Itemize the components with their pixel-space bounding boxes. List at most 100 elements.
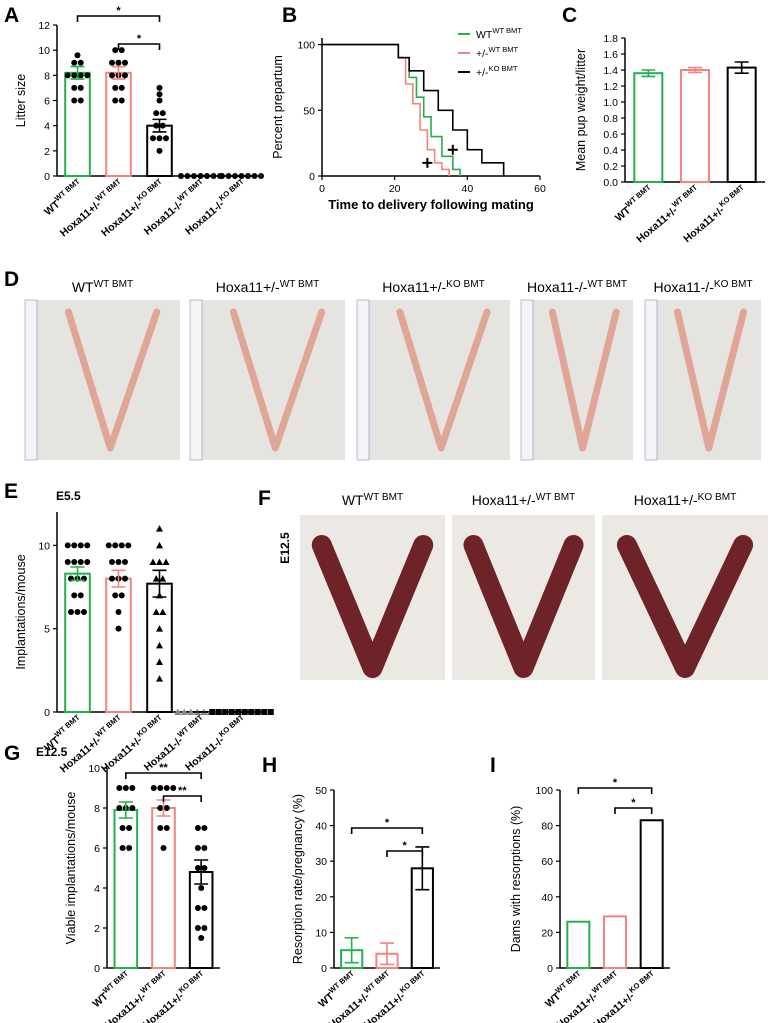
ruler xyxy=(644,299,658,461)
uterus xyxy=(548,308,620,452)
label-sup: WT BMT xyxy=(362,969,391,996)
data-point xyxy=(222,709,229,715)
label-main: Hoxa11+/- xyxy=(58,198,104,239)
bar xyxy=(105,71,132,177)
data-point xyxy=(77,72,84,79)
data-point xyxy=(71,592,78,599)
data-point xyxy=(109,72,115,79)
data-point xyxy=(150,135,156,142)
bar xyxy=(113,809,139,969)
panel-letter: B xyxy=(282,4,297,27)
data-point xyxy=(84,559,91,565)
data-point xyxy=(64,72,71,79)
y-axis-label: Mean pup weight/litter xyxy=(574,49,588,171)
data-point xyxy=(71,59,78,66)
photo xyxy=(25,300,180,460)
y-tick-label: 60 xyxy=(541,856,553,868)
data-point xyxy=(122,575,128,582)
photo-label: Hoxa11+/-WT BMT xyxy=(472,492,576,508)
category-label: Hoxa11+/-KO BMT xyxy=(139,969,210,1023)
data-point xyxy=(68,609,74,615)
data-point xyxy=(129,805,136,811)
data-point xyxy=(109,59,115,66)
error-bar xyxy=(152,118,167,133)
label-sup: WT BMT xyxy=(492,26,522,35)
data-point xyxy=(251,173,258,179)
data-point xyxy=(122,559,128,565)
data-point xyxy=(118,592,125,599)
data-point xyxy=(126,845,133,851)
data-point xyxy=(112,97,119,104)
label-sup: KO BMT xyxy=(698,492,737,503)
data-point xyxy=(163,785,170,791)
y-tick-label: 0 xyxy=(44,171,50,183)
label-main: Hoxa11+/- xyxy=(99,734,145,775)
photo-label: Hoxa11+/-WT BMT xyxy=(216,279,320,295)
data-point xyxy=(77,97,84,104)
data-point xyxy=(157,805,164,811)
data-point xyxy=(112,84,119,91)
label-main: +/- xyxy=(476,67,489,79)
label-main: Hoxa11-/- xyxy=(142,198,186,238)
data-point xyxy=(77,59,84,66)
y-tick-label: 40 xyxy=(541,892,553,904)
label-sup: KO BMT xyxy=(217,713,246,739)
y-axis-label: Percent prepartum xyxy=(271,55,285,159)
label-sup: WT BMT xyxy=(364,492,404,503)
label-main: Hoxa11+/- xyxy=(103,990,149,1023)
y-tick-label: 5 xyxy=(44,624,50,636)
label-main: Hoxa11+/- xyxy=(99,198,145,239)
y-tick-label: 0 xyxy=(321,963,327,975)
x-tick-label: 40 xyxy=(461,183,473,195)
error-bar xyxy=(380,942,394,966)
panel-subtitle: E12.5 xyxy=(36,745,68,759)
bar xyxy=(566,920,591,969)
y-tick-label: 1.4 xyxy=(603,65,618,77)
data-point xyxy=(156,97,163,104)
y-tick-label: 100 xyxy=(535,785,553,797)
data-point xyxy=(170,785,177,791)
label-main: Hoxa11-/- xyxy=(183,198,227,238)
y-tick-label: 8 xyxy=(94,803,100,815)
data-point xyxy=(112,592,119,599)
data-point xyxy=(84,542,91,549)
x-tick-label: 20 xyxy=(389,183,401,195)
photo-label: WTWT BMT xyxy=(72,279,133,295)
uterus xyxy=(64,308,161,452)
data-point xyxy=(156,135,163,142)
error-bar xyxy=(118,801,133,819)
data-point xyxy=(198,935,205,941)
data-point xyxy=(159,122,166,129)
y-tick-label: 8 xyxy=(44,70,50,82)
label-sup: WT BMT xyxy=(553,969,582,996)
data-point xyxy=(74,609,81,615)
y-tick-label: 0 xyxy=(547,963,553,975)
label-sup: WT BMT xyxy=(587,279,627,290)
data-point xyxy=(156,147,163,154)
survival-line xyxy=(322,43,505,176)
data-point xyxy=(157,825,164,831)
data-point xyxy=(122,785,129,791)
y-tick-label: 0.8 xyxy=(603,113,618,125)
data-point xyxy=(228,709,235,715)
label-main: Hoxa11+/- xyxy=(634,492,698,508)
y-tick-label: 0.4 xyxy=(603,145,618,157)
y-tick-label: 10 xyxy=(38,45,50,57)
label-main: Hoxa11+/- xyxy=(634,204,680,245)
y-tick-label: 0.2 xyxy=(603,161,618,173)
label-sup: WT BMT xyxy=(53,713,82,740)
bar xyxy=(639,819,664,970)
data-point xyxy=(116,805,123,811)
data-point xyxy=(77,592,84,599)
bar xyxy=(633,72,664,183)
data-point xyxy=(71,542,78,549)
photo-label: WTWT BMT xyxy=(342,492,403,508)
y-tick-label: 20 xyxy=(541,927,553,939)
data-point xyxy=(118,47,125,54)
label-sup: KO BMT xyxy=(177,969,206,995)
significance-bracket xyxy=(386,850,424,857)
label-sup: WT BMT xyxy=(139,969,168,996)
uterus xyxy=(229,308,326,452)
label-sup: WT BMT xyxy=(536,492,576,503)
data-point xyxy=(194,925,201,931)
